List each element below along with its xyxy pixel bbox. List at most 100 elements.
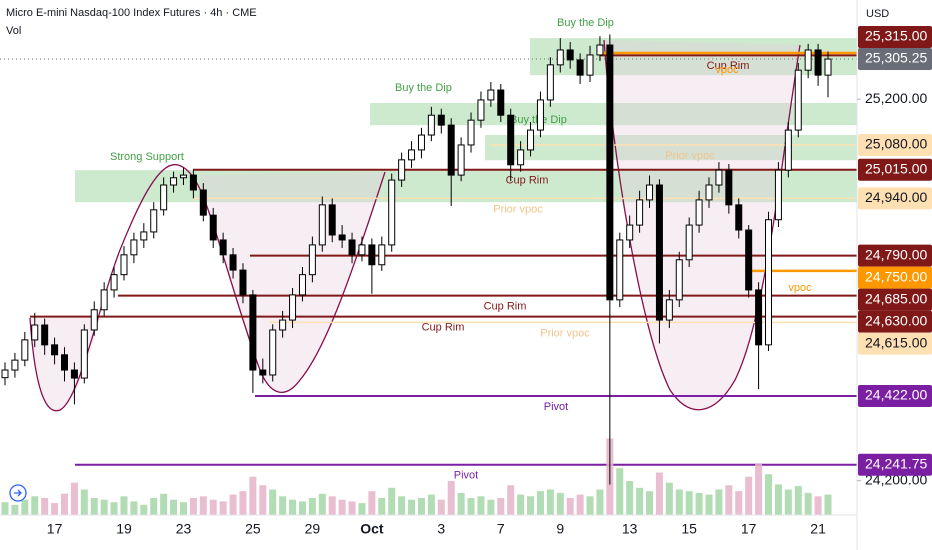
volume-bar [209,499,217,515]
currency-label: USD [866,8,889,20]
volume-bar [130,501,138,515]
x-tick-label: 3 [437,521,445,537]
price-tag [858,158,932,181]
x-tick-label: 15 [681,521,697,537]
x-tick-label: 23 [176,521,192,537]
price-tag-label: 25,305.25 [865,50,927,66]
level-label: Cup Rim [484,301,527,313]
volume-bar [755,464,763,515]
candle-body [794,69,802,131]
volume-bar [626,481,634,515]
level-label: Pivot [544,401,568,413]
zone [370,103,857,126]
volume-bar [21,499,29,515]
candle-body [735,204,743,231]
volume-bar [487,499,495,515]
volume-bar [705,494,713,515]
volume-bar [715,489,723,515]
volume-bar [348,501,356,515]
price-tag-label: 24,422.00 [865,387,927,403]
volume-bar [229,494,237,515]
candle-body [536,99,544,131]
volume-bar [665,482,673,515]
candle-body [279,319,287,331]
candle-body [80,329,88,379]
candle-body [140,231,148,241]
volume-bar [160,493,168,515]
candle-body [199,189,207,216]
volume-bar [675,489,683,515]
x-tick-label: 19 [116,521,132,537]
price-tag [858,48,932,71]
candle-body [60,354,68,371]
volume-bar [289,499,297,515]
candle-body [130,239,138,256]
volume-bar [497,498,505,515]
volume-bar [259,485,267,515]
candle-body [239,269,247,296]
candle-body [269,329,277,376]
candle-body [665,299,673,321]
volume-bar [794,486,802,515]
volume-bar [546,489,554,515]
candle-body [51,344,59,356]
candle-body [646,184,654,201]
volume-bar [70,482,78,515]
candle-body [546,64,554,101]
candle-body [189,174,197,191]
price-tag [858,266,932,289]
candle-body [636,199,644,226]
candle-body [110,274,118,291]
replay-icon[interactable] [9,484,27,502]
volume-bar [1,502,9,515]
candle-body [675,259,683,301]
volume-bar [358,503,366,515]
price-tag [858,187,932,210]
candles [1,34,832,485]
chart-title: Micro E-mini Nasdaq-100 Index Futures · … [6,7,257,19]
level-label: Pivot [454,470,478,482]
price-tag-label: 24,615.00 [865,334,927,350]
price-tag [858,453,932,476]
volume-bar [189,498,197,515]
candle-body [447,124,455,176]
candle-body [90,309,98,331]
volume-bar [150,498,158,515]
volume-bar [110,502,118,515]
candle-body [160,184,168,211]
candle-body [715,169,723,186]
candle-body [259,369,267,376]
candle-body [745,229,753,291]
candle-body [626,224,634,241]
price-tag-label: 24,241.75 [865,455,927,471]
candle-body [229,254,237,271]
volume-bar [774,484,782,515]
candle-body [765,219,773,346]
level-label: vpoc [788,282,812,294]
cup-fill [200,172,385,393]
candle-body [209,214,217,241]
candle-body [527,129,535,151]
candle-body [755,289,763,346]
zone-label: Buy the Dip [557,17,614,29]
level-label: Prior vpoc [665,150,715,162]
volume-bar [586,496,594,515]
volume-bar [80,489,88,515]
candle-body [517,149,525,166]
candle-body [566,49,574,61]
candle-body [417,134,425,151]
x-tick-label: 21 [810,521,826,537]
candle-body [467,119,475,146]
level-label: Cup Rim [506,175,549,187]
volume-bar [636,487,644,515]
candle-body [170,177,178,186]
volume-bar [745,476,753,515]
candle-body [497,89,505,116]
candle-body [814,49,822,76]
candle-body [328,204,336,236]
candle-body [100,289,108,311]
volume-bar [170,499,178,515]
